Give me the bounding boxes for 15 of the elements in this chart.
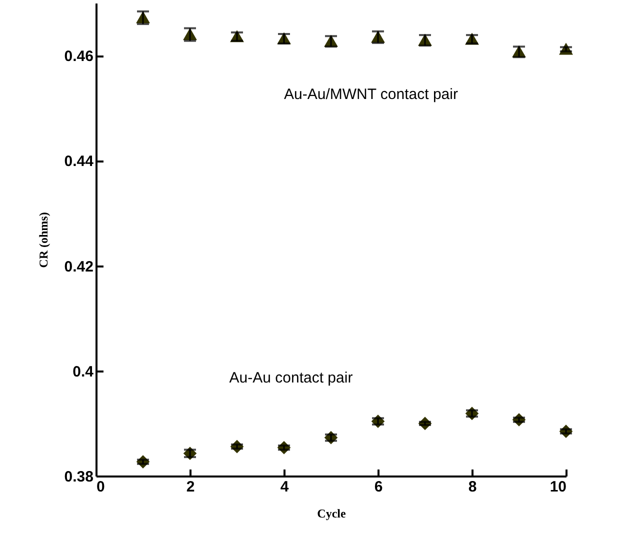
y-tick-label: 0.44: [64, 153, 94, 170]
x-axis-title: Cycle: [317, 506, 346, 520]
y-axis-title: CR (ohms): [36, 212, 50, 268]
text: Au-Au contact pair: [229, 369, 353, 386]
y-tick-label: 0.4: [72, 363, 94, 380]
x-tick-label: 8: [468, 478, 477, 496]
x-tick-label: 10: [550, 478, 566, 496]
x-tick-label: 4: [280, 478, 290, 496]
y-tick-label: 0.42: [64, 258, 94, 276]
x-tick-label: 2: [186, 478, 195, 496]
x-tick-label: 0: [96, 478, 105, 496]
y-tick-label: 0.38: [64, 468, 94, 486]
y-tick-label: 0.46: [64, 48, 94, 66]
text: Au-Au/MWNT contact pair: [284, 86, 458, 103]
x-tick-label: 6: [374, 478, 383, 496]
